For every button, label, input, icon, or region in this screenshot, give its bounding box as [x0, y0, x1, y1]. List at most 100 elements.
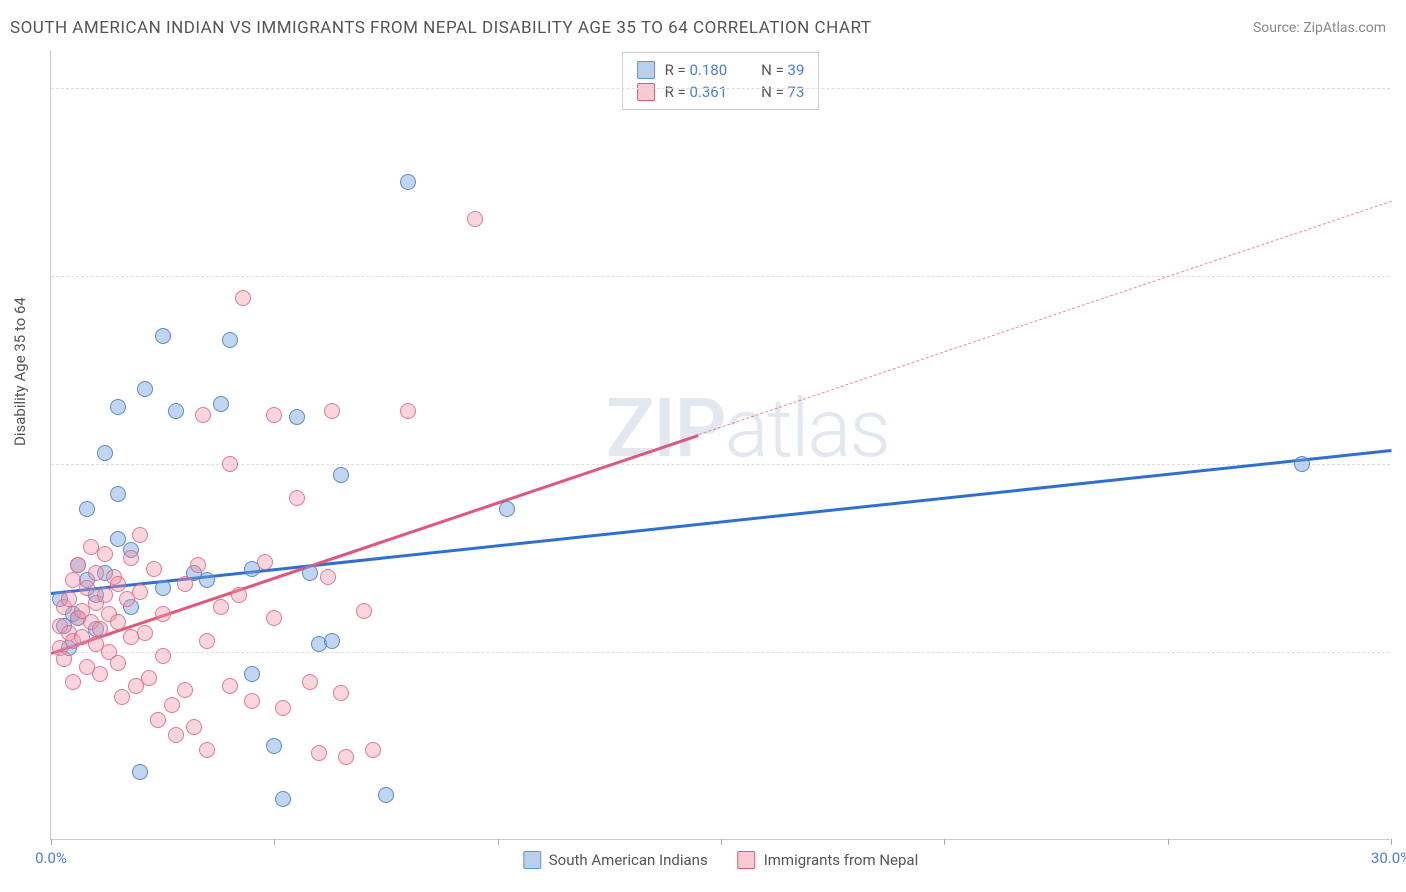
data-point: [137, 381, 153, 397]
data-point: [356, 603, 372, 619]
data-point: [289, 409, 305, 425]
gridline-horizontal: [51, 88, 1390, 89]
data-point: [195, 407, 211, 423]
data-point: [365, 742, 381, 758]
data-point: [97, 587, 113, 603]
x-tick-mark: [721, 839, 722, 845]
data-point: [97, 445, 113, 461]
data-point: [289, 490, 305, 506]
data-point: [168, 727, 184, 743]
data-point: [333, 685, 349, 701]
data-point: [79, 580, 95, 596]
data-point: [150, 712, 166, 728]
legend-r-label: R = 0.180: [665, 61, 728, 79]
data-point: [65, 674, 81, 690]
legend-label: Immigrants from Nepal: [764, 851, 919, 869]
data-point: [302, 674, 318, 690]
bottom-legend-item: Immigrants from Nepal: [738, 851, 919, 869]
data-point: [338, 749, 354, 765]
data-point: [186, 719, 202, 735]
legend-row: R = 0.180 N = 39: [637, 59, 805, 81]
legend-swatch: [637, 83, 655, 101]
legend-n-label: N = 73: [761, 83, 804, 101]
x-tick-mark: [274, 839, 275, 845]
data-point: [88, 565, 104, 581]
data-point: [190, 557, 206, 573]
data-point: [70, 557, 86, 573]
legend-label: South American Indians: [549, 851, 708, 869]
data-point: [110, 531, 126, 547]
watermark: ZIPatlas: [606, 381, 889, 477]
data-point: [222, 678, 238, 694]
data-point: [92, 621, 108, 637]
data-point: [97, 546, 113, 562]
data-point: [266, 610, 282, 626]
gridline-horizontal: [51, 652, 1390, 653]
x-tick-label: 30.0%: [1371, 849, 1406, 867]
data-point: [320, 569, 336, 585]
legend-swatch: [738, 851, 756, 869]
gridline-horizontal: [51, 276, 1390, 277]
trend-line: [51, 434, 699, 655]
legend-row: R = 0.361 N = 73: [637, 81, 805, 103]
data-point: [235, 290, 251, 306]
data-point: [79, 501, 95, 517]
data-point: [231, 587, 247, 603]
data-point: [155, 606, 171, 622]
x-tick-mark: [944, 839, 945, 845]
data-point: [400, 174, 416, 190]
data-point: [467, 211, 483, 227]
series-legend: South American Indians Immigrants from Ne…: [523, 851, 918, 869]
data-point: [132, 584, 148, 600]
data-point: [257, 554, 273, 570]
x-tick-mark: [1391, 839, 1392, 845]
legend-n-label: N = 39: [761, 61, 804, 79]
data-point: [146, 561, 162, 577]
data-point: [110, 614, 126, 630]
data-point: [141, 670, 157, 686]
x-tick-mark: [51, 839, 52, 845]
bottom-legend-item: South American Indians: [523, 851, 708, 869]
data-point: [244, 666, 260, 682]
data-point: [155, 328, 171, 344]
data-point: [114, 689, 130, 705]
data-point: [92, 666, 108, 682]
data-point: [266, 738, 282, 754]
correlation-legend: R = 0.180 N = 39 R = 0.361 N = 73: [622, 52, 820, 110]
data-point: [199, 633, 215, 649]
data-point: [213, 396, 229, 412]
x-tick-label: 0.0%: [35, 849, 67, 867]
x-tick-mark: [1168, 839, 1169, 845]
data-point: [400, 403, 416, 419]
trend-line: [698, 200, 1391, 434]
data-point: [275, 700, 291, 716]
data-point: [132, 527, 148, 543]
data-point: [137, 625, 153, 641]
data-point: [1294, 456, 1310, 472]
data-point: [155, 648, 171, 664]
data-point: [61, 591, 77, 607]
data-point: [110, 655, 126, 671]
data-point: [177, 682, 193, 698]
data-point: [324, 633, 340, 649]
data-point: [213, 599, 229, 615]
data-point: [199, 572, 215, 588]
data-point: [266, 407, 282, 423]
legend-swatch: [637, 61, 655, 79]
chart-title: SOUTH AMERICAN INDIAN VS IMMIGRANTS FROM…: [10, 18, 871, 38]
y-axis-label: Disability Age 35 to 64: [11, 297, 29, 446]
data-point: [275, 791, 291, 807]
data-point: [311, 745, 327, 761]
data-point: [324, 403, 340, 419]
data-point: [164, 697, 180, 713]
data-point: [110, 486, 126, 502]
data-point: [110, 399, 126, 415]
data-point: [302, 565, 318, 581]
scatter-chart: ZIPatlas R = 0.180N = 39R = 0.361N = 73 …: [50, 50, 1390, 840]
data-point: [378, 787, 394, 803]
legend-r-label: R = 0.361: [665, 83, 728, 101]
data-point: [110, 576, 126, 592]
gridline-horizontal: [51, 464, 1390, 465]
data-point: [123, 550, 139, 566]
data-point: [56, 651, 72, 667]
